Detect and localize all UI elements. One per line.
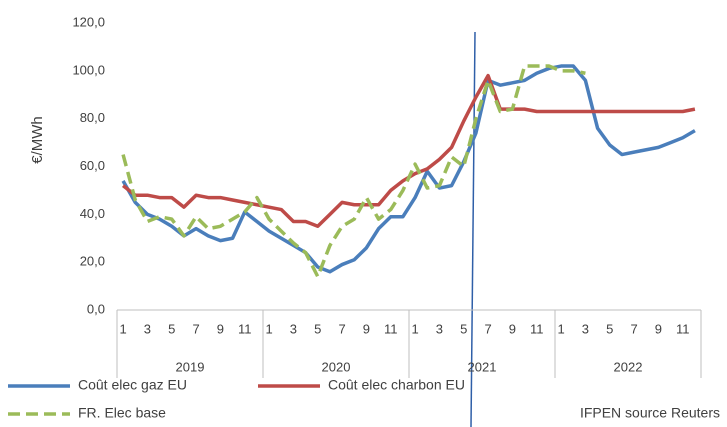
year-label: 2022 <box>614 359 643 374</box>
x-tick-label: 9 <box>363 321 370 336</box>
x-tick-label: 7 <box>338 321 345 336</box>
x-tick-label: 3 <box>144 321 151 336</box>
y-axis-label: €/MWh <box>29 116 46 164</box>
x-tick-label: 5 <box>314 321 321 336</box>
year-label: 2021 <box>468 359 497 374</box>
x-tick-label: 3 <box>290 321 297 336</box>
legend-label: Coût elec gaz EU <box>78 377 187 393</box>
x-tick-label: 1 <box>411 321 418 336</box>
x-tick-label: 7 <box>484 321 491 336</box>
x-tick-label: 3 <box>582 321 589 336</box>
y-tick-label: 100,0 <box>72 62 105 77</box>
x-tick-label: 9 <box>509 321 516 336</box>
year-label: 2020 <box>322 359 351 374</box>
x-tick-label: 9 <box>217 321 224 336</box>
x-tick-label: 11 <box>530 321 544 336</box>
x-tick-label: 11 <box>238 321 252 336</box>
x-tick-label: 9 <box>655 321 662 336</box>
x-tick-label: 5 <box>460 321 467 336</box>
x-tick-label: 3 <box>436 321 443 336</box>
legend-label: Coût elec charbon EU <box>328 377 465 393</box>
source-note: IFPEN source Reuters <box>580 405 720 421</box>
series-line <box>121 64 696 274</box>
x-tick-label: 7 <box>630 321 637 336</box>
series-line <box>121 73 696 229</box>
y-tick-label: 120,0 <box>72 14 105 29</box>
y-tick-label: 80,0 <box>80 110 105 125</box>
year-label: 2019 <box>176 359 205 374</box>
x-tick-label: 7 <box>192 321 199 336</box>
y-tick-label: 0,0 <box>87 301 105 316</box>
y-tick-label: 40,0 <box>80 206 105 221</box>
legend-label: FR. Elec base <box>78 405 166 421</box>
x-tick-label: 1 <box>557 321 564 336</box>
x-tick-label: 1 <box>265 321 272 336</box>
x-tick-label: 11 <box>384 321 398 336</box>
x-tick-label: 5 <box>606 321 613 336</box>
x-tick-label: 1 <box>119 321 126 336</box>
x-tick-label: 5 <box>168 321 175 336</box>
y-tick-label: 60,0 <box>80 158 105 173</box>
series-line <box>121 64 586 279</box>
x-tick-label: 11 <box>676 321 690 336</box>
y-tick-label: 20,0 <box>80 254 105 269</box>
